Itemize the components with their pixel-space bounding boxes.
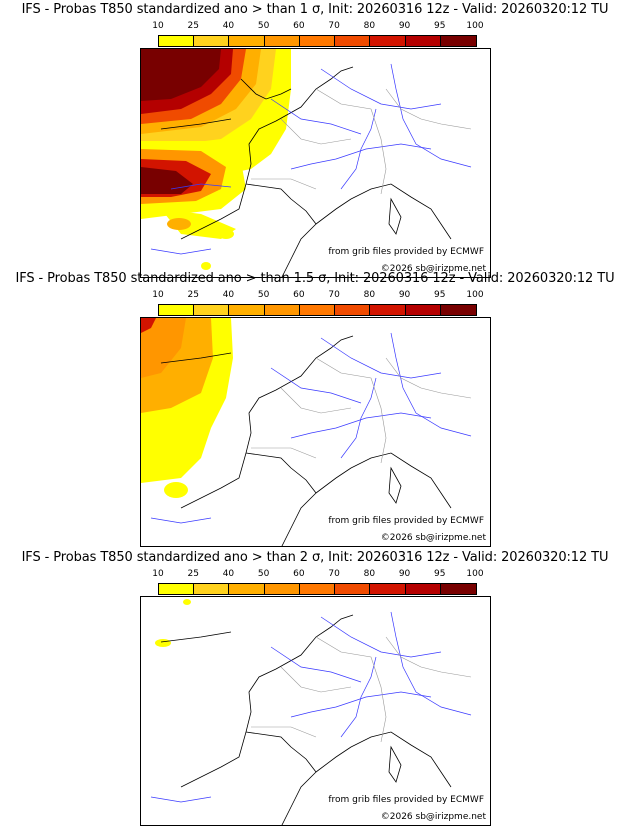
- colorbar-swatch: [405, 36, 441, 46]
- probability-shading: [155, 599, 191, 647]
- source-credit: from grib files provided by ECMWF: [328, 795, 484, 805]
- colorbar-tick-label: 70: [328, 569, 340, 579]
- borders: [251, 636, 472, 743]
- colorbar-swatch: [264, 305, 300, 315]
- colorbar-tick-label: 10: [152, 569, 164, 579]
- borders: [251, 357, 472, 464]
- colorbar-labels: 10 25 40 50 60 70 80 90 95 100: [152, 21, 483, 33]
- coastlines: [160, 66, 452, 277]
- colorbar-swatch: [335, 584, 371, 594]
- colorbar-swatch: [335, 305, 371, 315]
- colorbar-swatch: [370, 36, 406, 46]
- colorbar-tick-label: 80: [363, 21, 376, 31]
- colorbar-swatch: [370, 584, 406, 594]
- colorbar-swatch: [299, 584, 336, 594]
- copyright-credit: ©2026 sb@irizpme.net: [380, 264, 486, 274]
- colorbar-tick-label: 90: [398, 21, 411, 31]
- colorbar-tick-label: 50: [257, 569, 270, 579]
- colorbar-swatch: [194, 584, 230, 594]
- coastlines: [160, 335, 452, 546]
- colorbar-swatch: [405, 584, 441, 594]
- colorbar-tick-label: 95: [434, 290, 446, 300]
- probability-map: from grib files provided by ECMWF ©2026 …: [140, 48, 491, 278]
- colorbar: [158, 35, 477, 47]
- colorbar-tick-label: 40: [222, 290, 235, 300]
- rivers: [150, 332, 472, 524]
- colorbar-swatch: [299, 305, 336, 315]
- colorbar-tick-label: 80: [363, 290, 376, 300]
- colorbar-tick-label: 100: [466, 290, 484, 300]
- colorbar-swatch: [264, 584, 300, 594]
- borders: [251, 88, 472, 195]
- colorbar-tick-label: 70: [328, 290, 340, 300]
- colorbar: [158, 304, 477, 316]
- colorbar-tick-label: 10: [152, 290, 164, 300]
- colorbar-tick-label: 95: [434, 569, 446, 579]
- colorbar-tick-label: 40: [222, 569, 235, 579]
- colorbar-tick-label: 50: [257, 290, 270, 300]
- colorbar-tick-label: 70: [328, 21, 340, 31]
- panel-title: IFS - Probas T850 standardized ano > tha…: [15, 271, 615, 286]
- probability-shading: [141, 49, 291, 270]
- rivers: [150, 63, 472, 255]
- map-drawing: [141, 318, 472, 546]
- colorbar-swatch: [440, 584, 476, 594]
- colorbar-tick-label: 95: [434, 21, 446, 31]
- colorbar-swatch: [159, 584, 195, 594]
- probability-map: from grib files provided by ECMWF ©2026 …: [140, 317, 491, 547]
- colorbar-swatch: [229, 36, 265, 46]
- rivers: [150, 611, 472, 803]
- panel-title: IFS - Probas T850 standardized ano > tha…: [21, 2, 609, 17]
- colorbar-tick-label: 60: [293, 569, 305, 579]
- colorbar-swatch: [159, 305, 195, 315]
- panel-1-sigma: IFS - Probas T850 standardized ano > tha…: [0, 0, 630, 278]
- colorbar-swatch: [405, 305, 441, 315]
- colorbar: [158, 583, 477, 595]
- colorbar-tick-label: 10: [152, 21, 164, 31]
- copyright-credit: ©2026 sb@irizpme.net: [380, 533, 486, 543]
- colorbar-tick-label: 25: [187, 569, 199, 579]
- colorbar-swatch: [159, 36, 195, 46]
- colorbar-labels: 10 25 40 50 60 70 80 90 95 100: [152, 569, 483, 581]
- colorbar-tick-label: 50: [257, 21, 270, 31]
- probability-shading: [141, 318, 233, 498]
- colorbar-tick-label: 80: [363, 569, 376, 579]
- colorbar-swatch: [440, 36, 476, 46]
- colorbar-labels: 10 25 40 50 60 70 80 90 95 100: [152, 290, 483, 302]
- coastlines: [160, 614, 452, 825]
- colorbar-tick-label: 40: [222, 21, 235, 31]
- colorbar-swatch: [229, 305, 265, 315]
- colorbar-swatch: [440, 305, 476, 315]
- colorbar-swatch: [264, 36, 300, 46]
- colorbar-tick-label: 90: [398, 290, 411, 300]
- colorbar-swatch: [194, 305, 230, 315]
- colorbar-tick-label: 100: [466, 21, 484, 31]
- colorbar-swatch: [229, 584, 265, 594]
- colorbar-swatch: [194, 36, 230, 46]
- colorbar-tick-label: 90: [398, 569, 411, 579]
- panel-1-5-sigma: IFS - Probas T850 standardized ano > tha…: [0, 269, 630, 547]
- colorbar-swatch: [335, 36, 371, 46]
- map-drawing: [150, 599, 472, 825]
- copyright-credit: ©2026 sb@irizpme.net: [380, 812, 486, 822]
- colorbar-tick-label: 25: [187, 290, 199, 300]
- colorbar-tick-label: 100: [466, 569, 484, 579]
- colorbar-tick-label: 60: [293, 290, 305, 300]
- colorbar-tick-label: 60: [293, 21, 305, 31]
- source-credit: from grib files provided by ECMWF: [328, 247, 484, 257]
- colorbar-swatch: [299, 36, 336, 46]
- source-credit: from grib files provided by ECMWF: [328, 516, 484, 526]
- map-drawing: [141, 49, 472, 277]
- colorbar-tick-label: 25: [187, 21, 199, 31]
- probability-map: from grib files provided by ECMWF ©2026 …: [140, 596, 491, 826]
- panel-2-sigma: IFS - Probas T850 standardized ano > tha…: [0, 548, 630, 826]
- panel-title: IFS - Probas T850 standardized ano > tha…: [21, 550, 609, 565]
- colorbar-swatch: [370, 305, 406, 315]
